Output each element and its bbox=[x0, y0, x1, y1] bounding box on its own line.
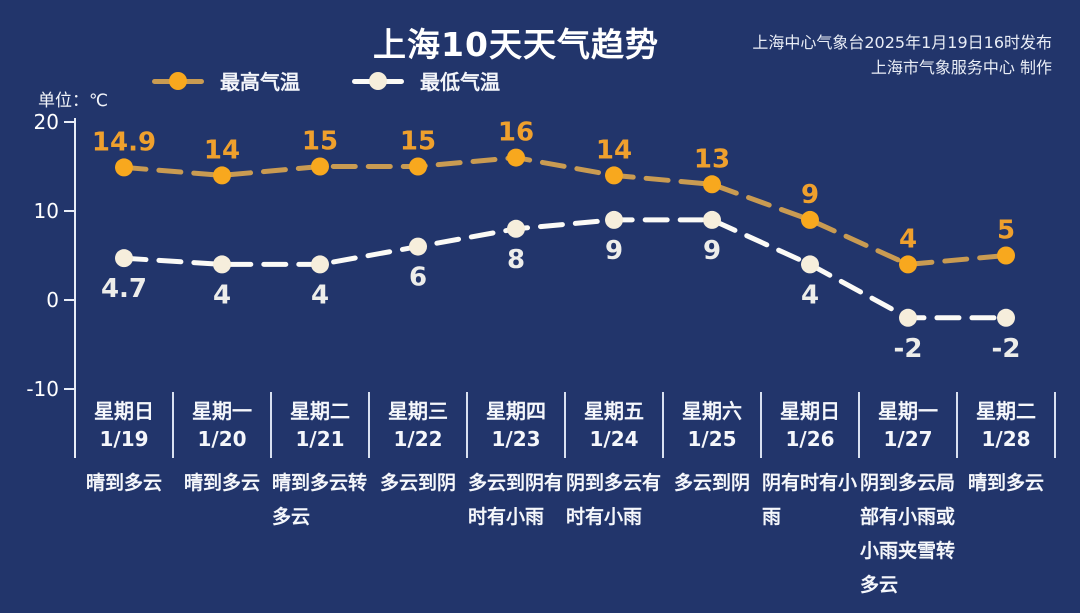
low-temp-point bbox=[311, 255, 329, 274]
unit-label: 单位：℃ bbox=[38, 91, 109, 111]
low-temp-point bbox=[409, 237, 427, 256]
high-temp-value-label: 4 bbox=[899, 224, 917, 254]
legend: 最高气温 最低气温 bbox=[152, 66, 500, 95]
high-temp-legend-icon bbox=[152, 71, 204, 91]
low-temp-line bbox=[121, 217, 1009, 321]
y-axis-tick-label: -10 bbox=[26, 377, 59, 401]
high-temp-point bbox=[311, 157, 329, 176]
low-temp-value-label: 4.7 bbox=[101, 274, 147, 304]
y-axis-tick-label: 20 bbox=[34, 110, 59, 134]
low-temp-point bbox=[801, 255, 819, 274]
low-temp-value-label: -2 bbox=[992, 334, 1021, 364]
low-temp-legend-icon bbox=[352, 71, 404, 91]
high-temp-value-label: 13 bbox=[694, 144, 730, 174]
low-temp-point bbox=[899, 308, 917, 327]
publisher-line-2: 上海市气象服务中心 制作 bbox=[870, 58, 1052, 77]
high-temp-value-label: 14.9 bbox=[92, 127, 156, 157]
y-axis-tick-label: 0 bbox=[46, 288, 59, 312]
high-temp-value-label: 15 bbox=[400, 127, 436, 157]
low-temp-point bbox=[605, 210, 623, 229]
low-temp-value-label: 9 bbox=[605, 236, 623, 266]
low-temp-point bbox=[997, 308, 1015, 327]
low-temp-value-label: -2 bbox=[894, 334, 923, 364]
high-temp-point bbox=[213, 166, 231, 185]
high-temp-point bbox=[507, 148, 525, 167]
high-temp-value-label: 5 bbox=[997, 216, 1015, 246]
legend-label-high: 最高气温 bbox=[220, 70, 300, 94]
high-temp-point bbox=[703, 175, 721, 194]
high-temp-line bbox=[121, 155, 1009, 267]
high-temp-point bbox=[605, 166, 623, 185]
legend-item-high: 最高气温 bbox=[152, 66, 300, 95]
high-temp-value-label: 9 bbox=[801, 180, 819, 210]
high-temp-point bbox=[997, 246, 1015, 265]
low-temp-point bbox=[507, 219, 525, 238]
high-temp-point bbox=[899, 255, 917, 274]
low-temp-value-label: 8 bbox=[507, 245, 525, 275]
high-temp-value-label: 15 bbox=[302, 127, 338, 157]
publisher-line-1: 上海中心气象台2025年1月19日16时发布 bbox=[752, 33, 1052, 52]
low-temp-value-label: 9 bbox=[703, 236, 721, 266]
low-temp-value-label: 4 bbox=[801, 280, 819, 310]
high-temp-value-label: 16 bbox=[498, 118, 534, 148]
low-temp-point bbox=[703, 210, 721, 229]
high-temp-point bbox=[409, 157, 427, 176]
legend-item-low: 最低气温 bbox=[352, 66, 500, 95]
high-temp-value-label: 14 bbox=[204, 135, 240, 165]
low-temp-point bbox=[213, 255, 231, 274]
high-temp-point bbox=[115, 158, 133, 177]
legend-label-low: 最低气温 bbox=[420, 70, 500, 94]
low-temp-value-label: 4 bbox=[213, 280, 231, 310]
high-temp-value-label: 14 bbox=[596, 135, 632, 165]
publisher-info: 上海中心气象台2025年1月19日16时发布 上海市气象服务中心 制作 bbox=[752, 30, 1052, 80]
high-temp-point bbox=[801, 210, 819, 229]
low-temp-point bbox=[115, 249, 133, 268]
page-title: 上海10天天气趋势 bbox=[373, 25, 659, 64]
low-temp-value-label: 6 bbox=[409, 263, 427, 293]
y-axis-tick-label: 10 bbox=[34, 199, 59, 223]
low-temp-value-label: 4 bbox=[311, 280, 329, 310]
